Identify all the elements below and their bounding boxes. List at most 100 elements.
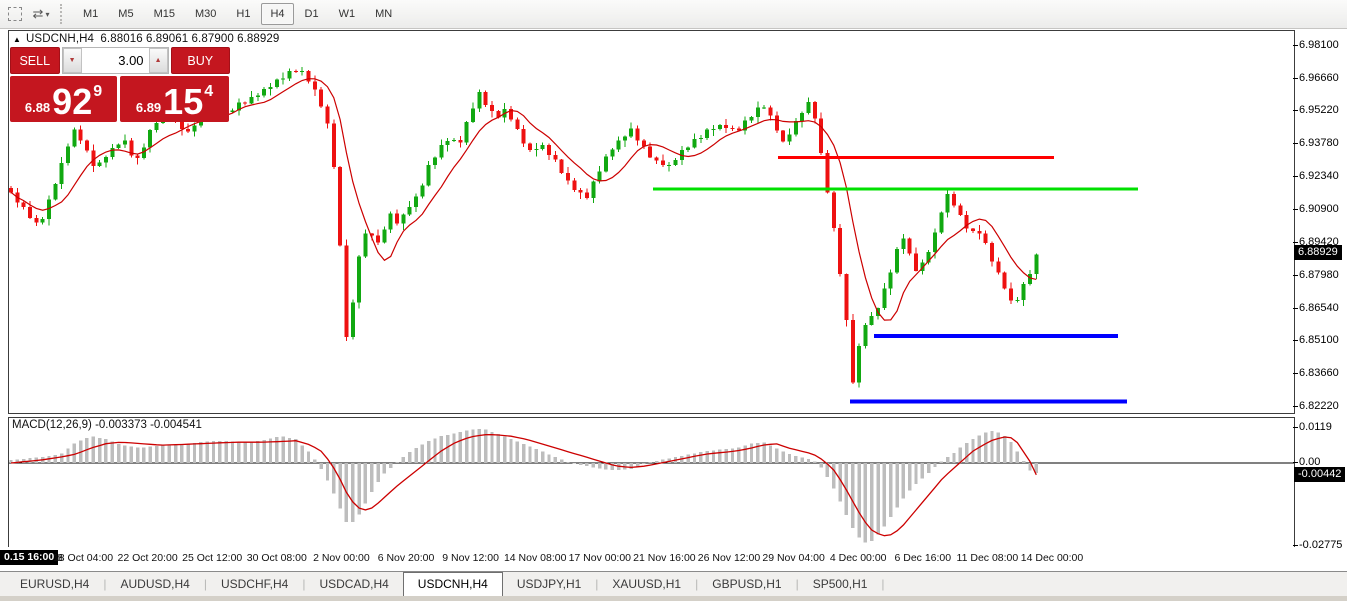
- candle-body: [116, 144, 121, 149]
- buy-price-point: 4: [204, 83, 214, 100]
- time-axis-badge: 0.15 16:00: [0, 550, 59, 565]
- candle-body: [300, 70, 305, 72]
- candle-body: [236, 102, 241, 111]
- candle-body: [148, 130, 153, 148]
- candle-body: [249, 97, 254, 104]
- candle-body: [559, 159, 564, 174]
- candle-body: [641, 140, 646, 147]
- time-axis-label: 30 Oct 08:00: [246, 552, 307, 564]
- candle-body: [9, 187, 13, 193]
- chart-tab-USDCNHH4[interactable]: USDCNH,H4: [402, 572, 503, 597]
- candle-body: [1002, 272, 1007, 289]
- chart-tab-USDCHFH4[interactable]: USDCHF,H4: [220, 577, 289, 591]
- chart-tab-XAUUSDH1[interactable]: XAUUSD,H1: [612, 577, 682, 591]
- chart-tab-AUDUSDH4[interactable]: AUDUSD,H4: [120, 577, 190, 591]
- candle-body: [129, 140, 134, 156]
- candle-body: [920, 262, 925, 271]
- volume-stepper: ▼ 3.00 ▲: [61, 47, 169, 74]
- tab-separator: |: [302, 577, 306, 591]
- chart-tab-USDCADH4[interactable]: USDCAD,H4: [319, 577, 389, 591]
- one-click-trade-panel: SELL ▼ 3.00 ▲ BUY 6.88 92 9 6.89 15 4: [10, 47, 230, 122]
- candle-body: [515, 119, 520, 129]
- candle-body: [471, 108, 476, 122]
- chart-tab-SP500H1[interactable]: SP500,H1: [812, 577, 868, 591]
- candle-body: [97, 162, 102, 166]
- price-axis-label: 6.95220: [1299, 104, 1339, 116]
- candle-body: [686, 147, 691, 150]
- chart-tab-GBPUSDH1[interactable]: GBPUSD,H1: [712, 577, 782, 591]
- buy-button[interactable]: BUY: [170, 47, 230, 74]
- candle-body: [122, 140, 127, 145]
- candle-body: [319, 89, 324, 107]
- candle-body: [1034, 254, 1039, 274]
- candle-body: [433, 157, 438, 166]
- selection-rectangle-icon[interactable]: [4, 3, 26, 25]
- candle-body: [654, 157, 659, 161]
- macd-chart[interactable]: [9, 418, 1294, 547]
- candle-body: [1027, 273, 1032, 285]
- price-axis-label: 6.93780: [1299, 137, 1339, 149]
- candle-body: [521, 128, 526, 144]
- candle-body: [610, 149, 615, 157]
- price-axis-label: 6.96660: [1299, 72, 1339, 84]
- candle-body: [553, 155, 558, 160]
- candle-body: [717, 125, 722, 130]
- timeframe-button-W1[interactable]: W1: [338, 8, 356, 20]
- tab-separator: |: [881, 577, 885, 591]
- timeframe-button-M5[interactable]: M5: [118, 8, 134, 20]
- timeframe-button-M15[interactable]: M15: [153, 8, 175, 20]
- candle-body: [369, 233, 374, 236]
- candle-body: [774, 115, 779, 131]
- time-axis-label: 9 Nov 12:00: [442, 552, 499, 564]
- time-axis-label: 21 Nov 16:00: [633, 552, 696, 564]
- price-axis-label: 6.92340: [1299, 170, 1339, 182]
- candle-body: [926, 252, 931, 263]
- candle-body: [325, 106, 330, 124]
- price-axis-label: 6.82220: [1299, 400, 1339, 412]
- volume-input[interactable]: 3.00: [81, 48, 149, 73]
- price-axis-label: 6.90900: [1299, 203, 1339, 215]
- candle-body: [844, 274, 849, 321]
- timeframe-button-H4[interactable]: H4: [261, 3, 294, 25]
- macd-axis-label-tick: [1293, 462, 1298, 463]
- candle-body: [819, 118, 824, 153]
- chart-tab-USDJPYH1[interactable]: USDJPY,H1: [516, 577, 582, 591]
- price-axis-label-tick: [1293, 275, 1298, 276]
- candle-body: [65, 146, 70, 164]
- macd-indicator-pane[interactable]: [8, 417, 1295, 548]
- candle-body: [812, 101, 817, 119]
- candle-body: [53, 183, 58, 200]
- time-axis[interactable]: 0.15 16:00 8 18 Oct 04:00 22 Oct 20:00 25 …: [0, 547, 1347, 571]
- candle-body: [952, 194, 957, 206]
- timeframe-button-H1[interactable]: H1: [236, 8, 251, 20]
- candle-body: [382, 229, 387, 243]
- order-arrows-icon[interactable]: ⇄ ▾: [30, 3, 52, 25]
- volume-decrease-button[interactable]: ▼: [62, 48, 82, 73]
- candle-body: [135, 155, 140, 159]
- sell-button[interactable]: SELL: [10, 47, 60, 74]
- time-axis-label: 26 Nov 12:00: [697, 552, 761, 564]
- candlestick-chart[interactable]: [9, 31, 1294, 413]
- chart-tab-EURUSDH4[interactable]: EURUSD,H4: [20, 577, 90, 591]
- chart-tab-bar: EURUSD,H4 | AUDUSD,H4 | USDCHF,H4 | USDCAD,H4 U…: [0, 571, 1347, 597]
- tab-separator: |: [795, 577, 799, 591]
- candle-body: [154, 122, 159, 131]
- candle-body: [534, 149, 539, 151]
- candle-body: [141, 147, 146, 159]
- candle-body: [768, 107, 773, 116]
- timeframe-button-D1[interactable]: D1: [304, 8, 319, 20]
- buy-price-display[interactable]: 6.89 15 4: [120, 76, 229, 122]
- candle-body: [281, 78, 286, 80]
- volume-increase-button[interactable]: ▲: [148, 48, 168, 73]
- timeframe-button-MN[interactable]: MN: [375, 8, 393, 20]
- toolbar-separator: [60, 4, 68, 24]
- sell-price-display[interactable]: 6.88 92 9: [10, 76, 117, 122]
- time-axis-label: 6 Dec 16:00: [894, 552, 952, 564]
- timeframe-button-M30[interactable]: M30: [194, 8, 217, 20]
- timeframe-button-M1[interactable]: M1: [83, 8, 99, 20]
- candle-body: [945, 194, 950, 213]
- candle-body: [110, 148, 115, 158]
- candle-body: [508, 108, 513, 120]
- time-axis-label: 17 Nov 00:00: [568, 552, 632, 564]
- tab-separator: |: [695, 577, 699, 591]
